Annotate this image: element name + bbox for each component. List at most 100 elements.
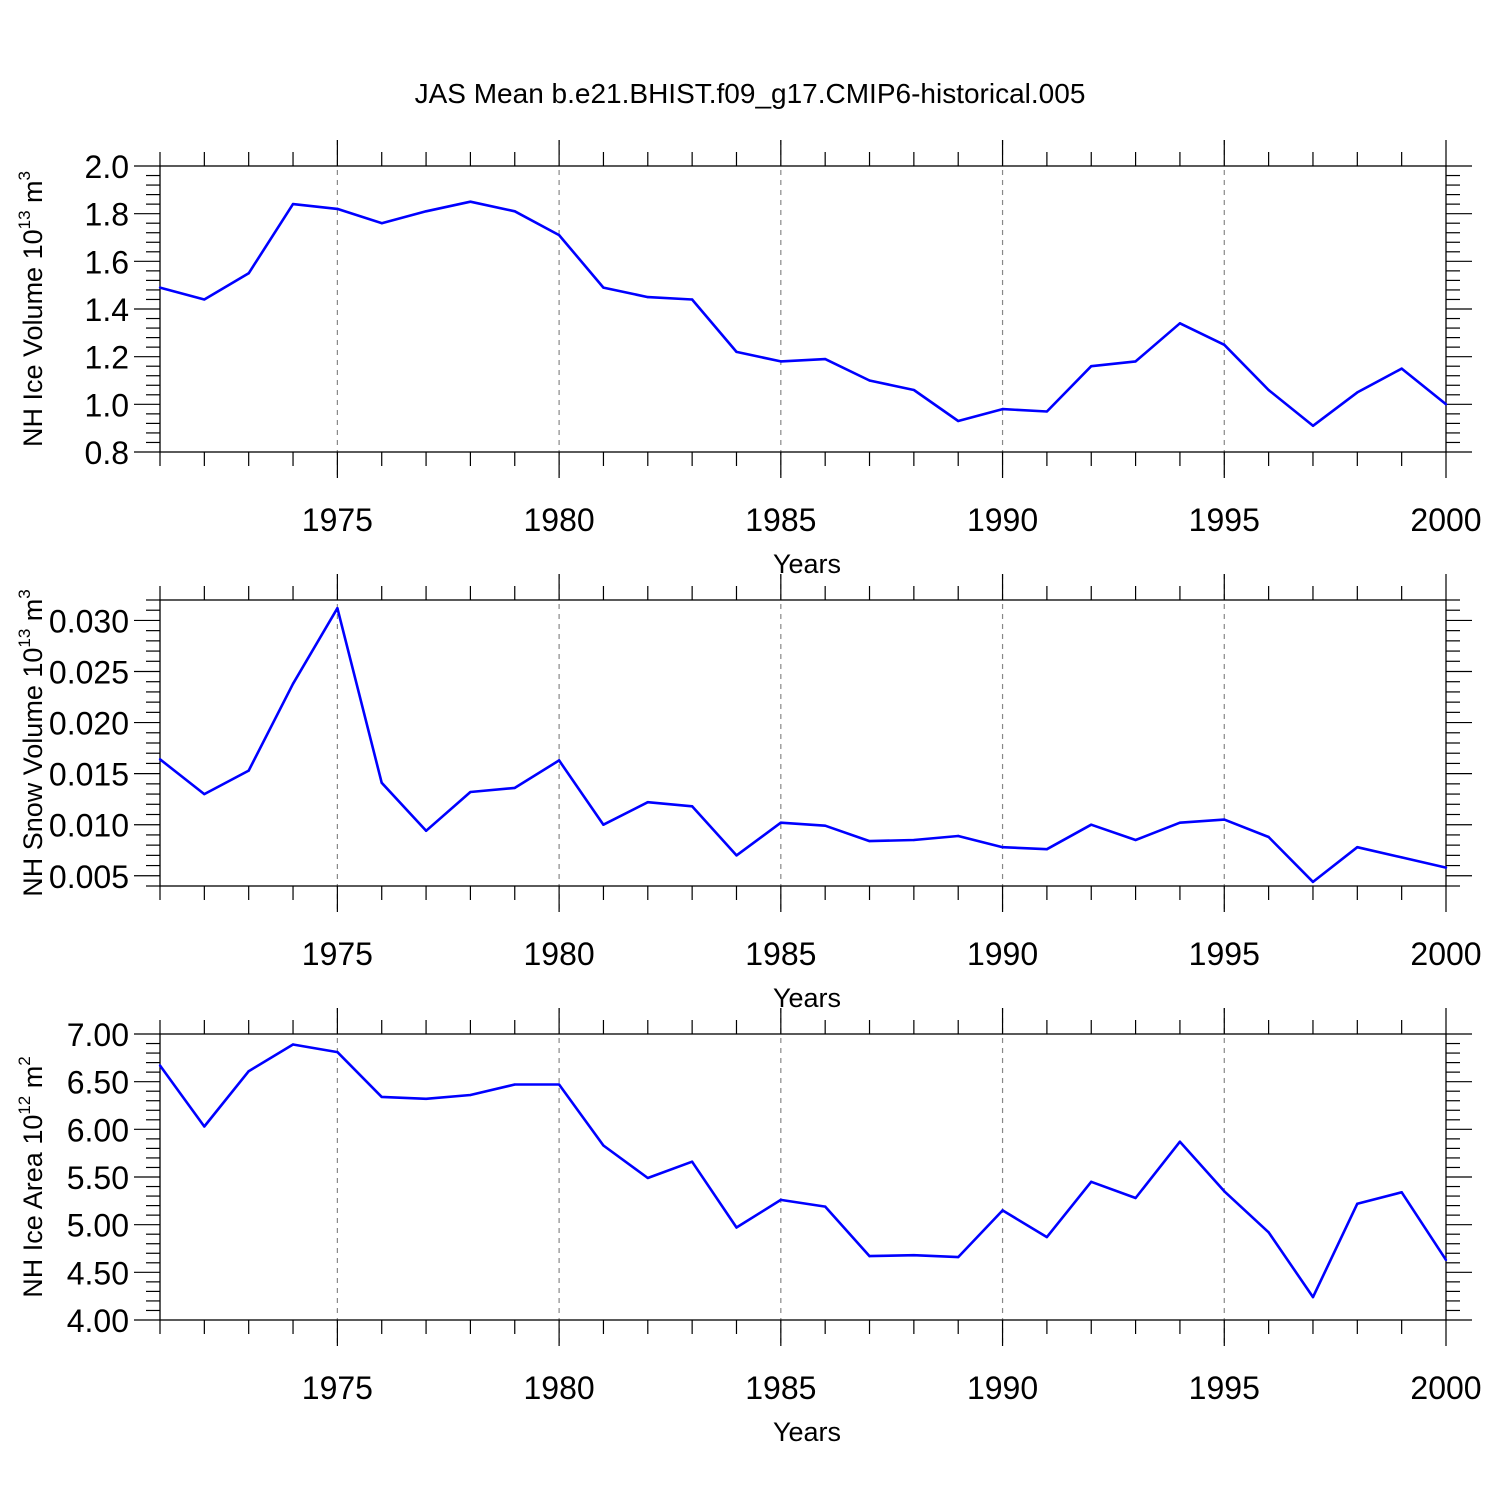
data-point (1311, 880, 1315, 884)
data-point (912, 388, 916, 392)
plot-frame (159, 599, 1447, 887)
data-point (557, 759, 561, 762)
data-point (158, 758, 162, 761)
data-point (247, 769, 250, 772)
data-point (735, 1226, 738, 1229)
data-point (380, 222, 383, 225)
data-point (1178, 322, 1182, 325)
data-point (912, 1253, 916, 1257)
x-tick-label: 1990 (967, 1370, 1038, 1406)
x-tick-label: 1985 (745, 1370, 816, 1406)
data-point (424, 829, 428, 833)
data-point (336, 207, 339, 211)
data-point (158, 1064, 162, 1067)
data-point (735, 350, 738, 354)
data-point (1045, 848, 1049, 851)
data-point (1311, 1295, 1315, 1299)
y-tick-label: 4.50 (67, 1255, 129, 1291)
x-tick-label: 2000 (1410, 1370, 1481, 1406)
data-point (1001, 845, 1004, 849)
data-point (646, 1176, 649, 1180)
x-tick-label: 2000 (1410, 936, 1481, 972)
series-line (159, 200, 1447, 428)
x-axis-label: Years (773, 983, 841, 1013)
x-tick-label: 1985 (745, 502, 816, 538)
data-point (380, 1095, 383, 1099)
figure-title: JAS Mean b.e21.BHIST.f09_g17.CMIP6-histo… (415, 78, 1086, 109)
data-point (690, 1160, 694, 1163)
data-point (1311, 424, 1315, 427)
data-point (823, 357, 827, 361)
data-point (336, 606, 339, 610)
data-point (912, 838, 916, 842)
data-point (1178, 821, 1182, 824)
y-tick-label: 1.2 (85, 340, 129, 376)
data-point (868, 379, 871, 382)
data-point (1356, 1202, 1359, 1205)
y-tick-label: 6.00 (67, 1112, 129, 1148)
x-tick-label: 1985 (745, 936, 816, 972)
y-tick-label: 1.4 (85, 292, 129, 328)
data-point (646, 295, 649, 299)
data-point (203, 792, 206, 796)
data-point (336, 1050, 339, 1054)
x-tick-label: 1995 (1189, 1370, 1260, 1406)
y-tick-label: 1.0 (85, 387, 129, 423)
data-point (247, 1069, 250, 1073)
data-point (247, 272, 250, 275)
y-axis-label: NH Ice Area 1012 m2 (15, 1056, 48, 1297)
data-point (1090, 823, 1093, 826)
data-point (957, 419, 960, 423)
data-point (1267, 388, 1270, 392)
data-point (1045, 1235, 1049, 1239)
data-point (1223, 818, 1226, 821)
data-point (1356, 845, 1359, 849)
data-point (1444, 866, 1448, 869)
y-tick-label: 5.00 (67, 1208, 129, 1244)
data-point (602, 286, 605, 289)
data-point (513, 786, 516, 790)
y-tick-label: 0.025 (49, 655, 129, 691)
data-point (513, 1083, 516, 1086)
data-point (690, 298, 694, 301)
data-point (957, 1255, 960, 1259)
y-tick-label: 4.00 (67, 1303, 129, 1339)
data-point (513, 210, 516, 213)
y-axis-label: NH Ice Volume 1013 m3 (15, 171, 48, 447)
series-line (158, 1043, 1448, 1299)
x-tick-label: 1975 (302, 936, 373, 972)
x-tick-label: 1980 (524, 1370, 595, 1406)
y-tick-label: 0.020 (49, 706, 129, 742)
data-point (1178, 1140, 1182, 1143)
data-point (1267, 1231, 1270, 1234)
data-point (1134, 360, 1137, 363)
y-tick-label: 5.50 (67, 1160, 129, 1196)
data-point (469, 1093, 472, 1097)
y-axis-label: NH Snow Volume 1013 m3 (15, 589, 48, 897)
data-point (291, 682, 295, 685)
x-tick-label: 1995 (1189, 502, 1260, 538)
plot-frame (159, 165, 1447, 453)
data-point (735, 854, 738, 857)
data-point (957, 834, 960, 838)
data-point (469, 200, 472, 203)
data-point (1400, 856, 1403, 859)
data-point (557, 233, 561, 237)
data-point (1001, 407, 1004, 411)
data-point (291, 202, 295, 206)
data-point (1001, 1209, 1004, 1212)
data-point (1134, 1196, 1137, 1200)
data-point (779, 821, 783, 824)
data-point (424, 1097, 428, 1101)
data-point (823, 824, 827, 827)
x-axis-label: Years (773, 549, 841, 579)
data-point (203, 298, 206, 301)
y-tick-label: 0.030 (49, 603, 129, 639)
data-point (868, 1254, 871, 1258)
series-line (159, 606, 1447, 884)
x-tick-label: 1975 (302, 1370, 373, 1406)
y-tick-label: 0.015 (49, 757, 129, 793)
data-point (557, 1083, 561, 1086)
data-point (1090, 365, 1093, 368)
